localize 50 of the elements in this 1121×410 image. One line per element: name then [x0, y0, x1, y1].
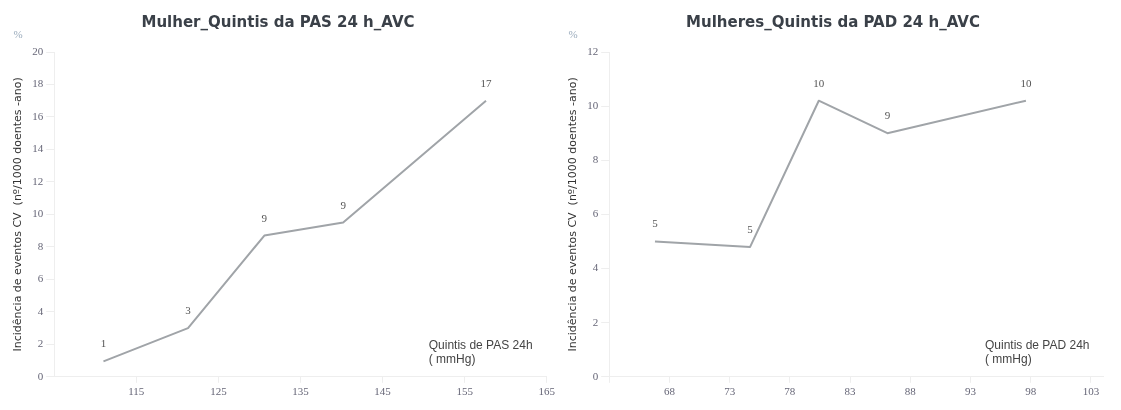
- text: %: [568, 28, 578, 40]
- data-label: 10: [1020, 76, 1032, 89]
- y-tick-label: 20: [32, 44, 44, 57]
- x-tick-label: 88: [904, 385, 917, 398]
- y-tick-label: 0: [37, 369, 44, 382]
- y-tick-label: 4: [37, 304, 44, 317]
- data-label: 5: [747, 222, 754, 235]
- data-label: 5: [652, 217, 659, 230]
- data-label: 9: [884, 109, 891, 122]
- data-label: 1: [100, 337, 107, 350]
- x-tick-label: 135: [292, 385, 310, 398]
- y-axis-title: Incidência de eventos CV (nº/1000 doentes -ano): [566, 77, 580, 352]
- x-tick-label: 68: [663, 385, 676, 398]
- x-axis-title: Quintis de PAS 24h ( mmHg): [428, 337, 533, 366]
- y-tick-label: 18: [32, 77, 44, 90]
- y-tick-label: 12: [587, 44, 599, 57]
- x-tick-label: 155: [456, 385, 474, 398]
- x-tick-label: 115: [128, 385, 145, 398]
- data-label: 17: [480, 76, 492, 89]
- x-tick-label: 103: [1082, 385, 1100, 398]
- x-tick-label: 98: [1025, 385, 1037, 398]
- y-tick-label: 12: [32, 174, 44, 187]
- y-tick-label: 2: [37, 337, 44, 350]
- x-tick-label: 93: [965, 385, 977, 398]
- data-label: 9: [261, 211, 268, 224]
- x-tick-label: 125: [210, 385, 228, 398]
- x-tick-label: 83: [844, 385, 857, 398]
- x-axis-title: Quintis de PAD 24h ( mmHg): [985, 337, 1090, 366]
- y-tick-label: 8: [592, 153, 599, 166]
- y-tick-label: 6: [37, 272, 44, 285]
- y-tick-label: 4: [592, 261, 599, 274]
- y-tick-label: 16: [32, 109, 44, 122]
- y-axis-title: Incidência de eventos CV (nº/1000 doentes -ano): [11, 77, 25, 352]
- x-tick-label: 145: [374, 385, 392, 398]
- data-label: 10: [813, 76, 825, 89]
- x-tick-label: 73: [724, 385, 736, 398]
- chart-title: Mulher_Quintis da PAS 24 h_AVC: [141, 12, 415, 31]
- x-tick-label: 78: [784, 385, 796, 398]
- y-tick-label: 6: [592, 207, 599, 220]
- y-tick-label: 8: [37, 239, 44, 252]
- y-tick-label: 2: [592, 315, 599, 328]
- chart-title: Mulheres_Quintis da PAD 24 h_AVC: [686, 12, 980, 31]
- y-tick-label: 14: [32, 142, 44, 155]
- y-tick-label: 10: [32, 207, 44, 220]
- data-label: 3: [185, 304, 192, 317]
- x-tick-label: 165: [538, 385, 556, 398]
- y-tick-label: 10: [587, 99, 599, 112]
- text: %: [13, 28, 23, 40]
- y-tick-label: 0: [592, 369, 599, 382]
- data-label: 9: [340, 198, 347, 211]
